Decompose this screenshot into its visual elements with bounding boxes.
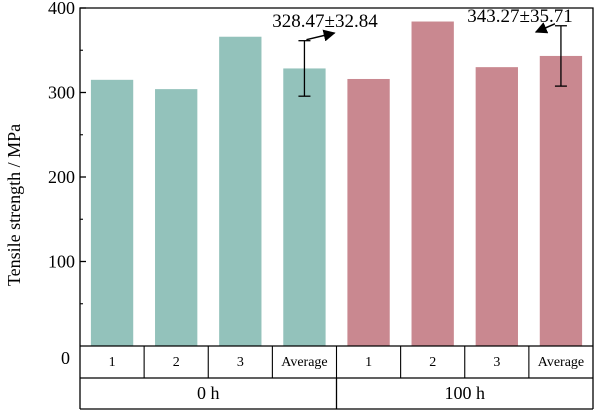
- category-label: Average: [281, 355, 327, 370]
- average-annotation: 343.27±35.71: [467, 6, 572, 27]
- category-label: 1: [109, 355, 116, 370]
- category-label: 2: [429, 355, 436, 370]
- annotation-arrow: [306, 29, 336, 42]
- error-bars-layer: [298, 25, 567, 97]
- group-label: 0 h: [197, 383, 220, 403]
- category-label: 1: [365, 355, 372, 370]
- bar-2-3: [475, 67, 518, 347]
- group-label: 100 h: [445, 383, 486, 403]
- bar-1-1: [90, 79, 134, 346]
- bar-2-1: [347, 78, 390, 346]
- category-label: 3: [493, 355, 500, 370]
- category-table: 1 2 3 Average 1 2 3 Average 0 h 100 h: [79, 346, 594, 410]
- category-label: 2: [173, 355, 180, 370]
- bar-2-average: [539, 55, 583, 346]
- bars-layer: [90, 21, 583, 347]
- y-tick-label: 200: [48, 167, 75, 187]
- bar-1-2: [155, 89, 198, 347]
- y-axis-title: Tensile strength / MPa: [4, 124, 24, 286]
- y-axis: 0 100 200 300 400: [48, 0, 86, 368]
- annotations-layer: 328.47±32.84 343.27±35.71: [272, 6, 573, 42]
- annotation-arrow: [534, 22, 556, 34]
- category-label: Average: [538, 355, 584, 370]
- bar-1-3: [219, 36, 262, 346]
- bar-2-2: [411, 21, 454, 347]
- y-tick-label: 300: [48, 83, 75, 103]
- average-annotation: 328.47±32.84: [272, 11, 378, 32]
- category-label: 3: [237, 355, 244, 370]
- y-tick-label: 0: [61, 348, 70, 368]
- y-tick-label: 400: [48, 0, 75, 18]
- bar-1-average: [283, 68, 326, 347]
- y-tick-label: 100: [48, 252, 75, 272]
